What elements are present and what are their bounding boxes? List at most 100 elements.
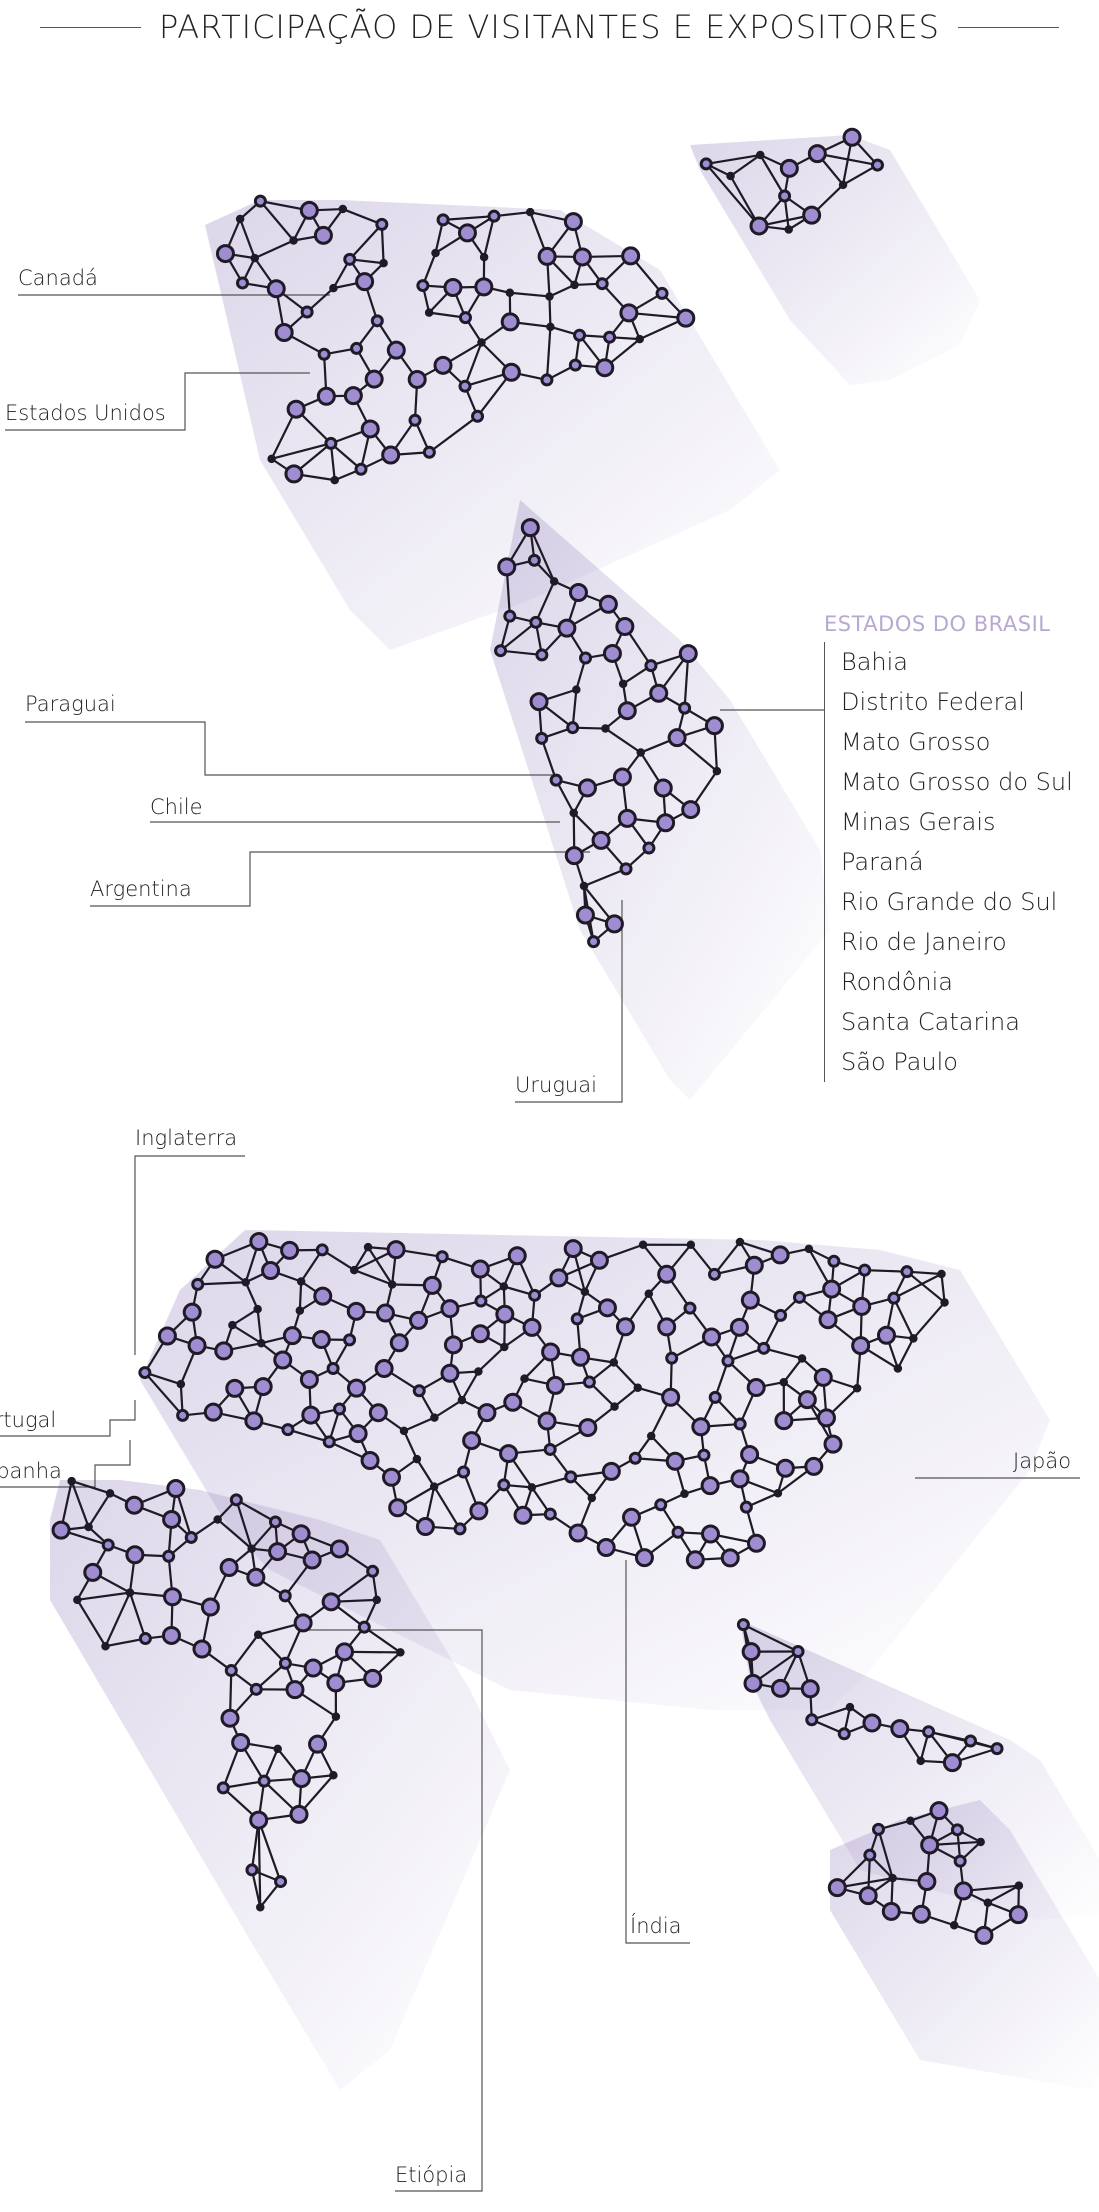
network-edge — [330, 442, 362, 471]
network-node — [330, 475, 339, 485]
network-node — [343, 1333, 357, 1347]
network-node — [596, 1538, 616, 1558]
brazil-state-item: Bahia — [841, 648, 909, 676]
network-edge — [298, 1281, 303, 1311]
network-node — [343, 252, 357, 266]
network-node — [671, 1525, 685, 1539]
network-node — [422, 445, 436, 459]
network-node — [458, 379, 472, 393]
label-india: Índia — [630, 1914, 682, 1938]
network-node — [436, 213, 450, 227]
network-edge — [912, 1301, 946, 1340]
network-node — [477, 338, 486, 347]
region-shadow — [830, 1800, 1099, 2090]
network-node — [213, 1515, 222, 1524]
network-edge — [759, 154, 786, 197]
network-edge — [864, 1269, 907, 1273]
network-node — [431, 248, 440, 258]
network-node — [301, 1405, 321, 1425]
network-node — [228, 1320, 237, 1330]
network-node — [797, 1390, 817, 1410]
network-node — [267, 454, 276, 464]
network-edge — [463, 342, 483, 387]
network-node — [458, 311, 472, 325]
network-node — [329, 1539, 349, 1559]
network-node — [564, 1470, 578, 1484]
network-edge — [928, 1730, 971, 1743]
leader-india — [625, 1560, 690, 1944]
network-node — [366, 1564, 380, 1578]
network-node — [453, 1522, 467, 1536]
network-node — [249, 1682, 263, 1696]
network-edge — [259, 200, 295, 242]
network-node — [355, 272, 375, 292]
network-edge — [257, 1633, 287, 1665]
network-node — [621, 246, 641, 266]
network-node — [876, 1325, 896, 1345]
network-node — [474, 1294, 488, 1308]
network-node — [770, 1245, 790, 1265]
network-node — [816, 1408, 836, 1428]
network-node — [470, 1259, 490, 1279]
network-node — [617, 808, 637, 828]
network-node — [346, 1301, 366, 1321]
network-node — [203, 1402, 223, 1422]
network-node — [138, 1366, 152, 1380]
brazil-state-item: Rio de Janeiro — [841, 928, 1007, 956]
network-edge — [811, 1706, 851, 1721]
network-node — [513, 1505, 533, 1525]
network-node — [303, 1658, 323, 1678]
network-node — [617, 701, 637, 721]
network-node — [678, 701, 692, 715]
network-node — [499, 1282, 509, 1291]
network-edge — [70, 1480, 90, 1528]
network-node — [315, 1243, 329, 1257]
network-node — [813, 1367, 833, 1387]
network-node — [685, 1550, 705, 1570]
network-edge — [254, 239, 295, 260]
network-node — [862, 1713, 882, 1733]
network-edge — [705, 163, 760, 227]
network-edge — [216, 1518, 253, 1550]
network-node — [440, 1363, 460, 1383]
network-node — [412, 1384, 426, 1398]
network-node — [595, 277, 609, 291]
network-edge — [531, 1475, 572, 1489]
network-edge — [235, 1499, 253, 1550]
network-node — [568, 358, 582, 372]
network-node — [231, 1733, 251, 1753]
network-node — [570, 1312, 584, 1326]
network-node — [735, 1237, 745, 1247]
network-node — [299, 200, 319, 220]
network-node — [569, 808, 578, 818]
network-edge — [144, 1371, 184, 1417]
network-node — [474, 1367, 483, 1376]
network-node — [408, 413, 422, 427]
network-node — [161, 1625, 181, 1645]
network-node — [791, 1645, 805, 1659]
network-edge — [433, 1486, 461, 1530]
network-node — [563, 212, 583, 232]
network-node — [730, 1469, 750, 1489]
network-edge — [583, 867, 627, 888]
network-node — [949, 1921, 959, 1930]
network-edge — [604, 727, 642, 754]
page-title: PARTICIPAÇÃO DE VISITANTES E EXPOSITORES — [0, 8, 1099, 46]
network-node — [784, 225, 793, 234]
network-node — [322, 1435, 336, 1449]
label-england: Inglaterra — [135, 1126, 238, 1150]
network-node — [615, 616, 635, 636]
network-node — [289, 236, 298, 245]
network-node — [628, 1451, 642, 1465]
leader-ethiopia — [300, 1629, 483, 2192]
network-node — [863, 1848, 877, 1862]
network-node — [370, 314, 384, 328]
network-node — [295, 1306, 305, 1315]
network-node — [615, 1317, 635, 1337]
network-edge — [500, 649, 542, 657]
network-edge — [403, 1416, 435, 1432]
network-node — [381, 1467, 401, 1487]
brazil-states-title: ESTADOS DO BRASIL — [824, 612, 1051, 636]
label-canada: Canadá — [18, 266, 98, 290]
network-edge — [906, 1270, 946, 1304]
